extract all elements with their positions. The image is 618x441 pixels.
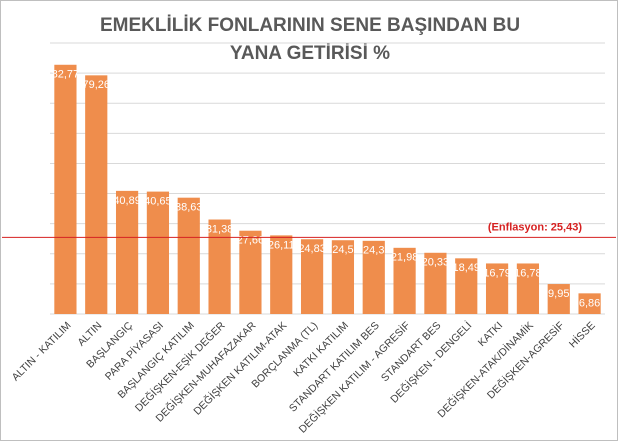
data-label: 40,89 [113,195,141,207]
data-label: 82,77 [52,69,80,81]
bar [239,230,262,314]
data-label: 79,26 [82,79,110,91]
data-label: 24,3 [363,245,384,257]
data-label: 9,95 [548,288,569,300]
data-label: 18,49 [452,262,480,274]
data-label: 40,65 [144,196,172,208]
bar [177,197,200,314]
bar [578,293,601,314]
bar [516,263,540,314]
chart-title: YANA GETİRİSİ % [230,43,390,64]
data-label: 24,83 [298,243,326,255]
data-label: 21,98 [391,252,419,264]
bar [85,75,108,315]
bar [300,239,324,314]
data-label: 31,38 [206,223,234,235]
bar [208,219,231,314]
bar [393,247,416,314]
data-label: 38,63 [175,202,203,214]
data-label: 20,33 [422,257,450,269]
data-label: 26,11 [268,239,295,251]
data-label: 16,78 [514,267,542,279]
bar [547,284,570,314]
data-label: 6,86 [579,297,600,309]
bar [362,240,385,314]
bar [54,64,77,315]
bar [424,252,447,314]
data-label: 24,5 [332,244,353,256]
bar [146,191,170,314]
bar [115,190,139,314]
bar [455,258,478,314]
reference-label: (Enflasyon: 25,43) [488,221,582,233]
chart-title: EMEKLİLİK FONLARININ SENE BAŞINDAN BU [100,15,520,36]
data-label: 16,79 [483,267,511,279]
bar [485,263,509,314]
bar [331,240,355,314]
data-label: 27,66 [237,235,265,247]
bar [270,235,293,314]
